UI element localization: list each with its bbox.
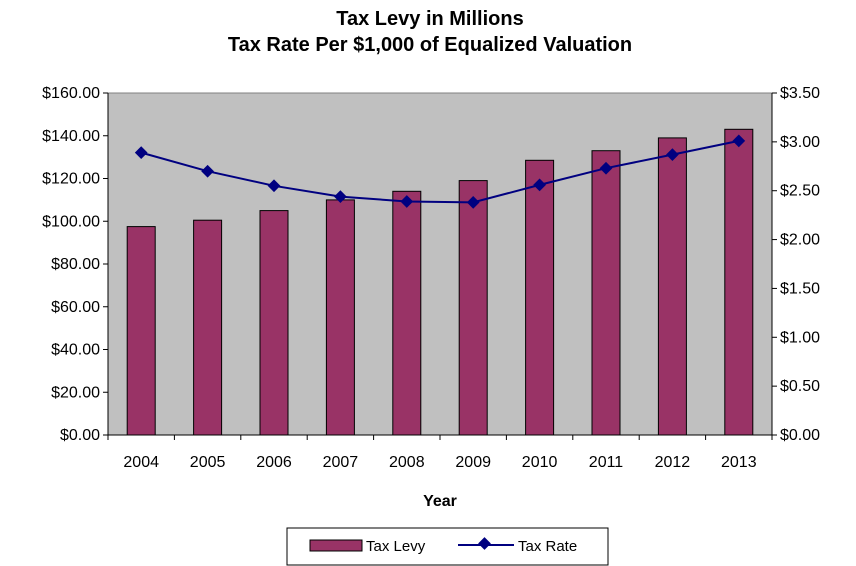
right-tick-label: $0.50 — [780, 378, 820, 395]
x-tick-label: 2004 — [123, 454, 159, 471]
legend-label-tax-levy: Tax Levy — [366, 538, 426, 555]
line-tax-rate — [140, 139, 740, 204]
x-axis-title: Year — [423, 493, 457, 510]
x-tick-label: 2006 — [256, 454, 292, 471]
chart-title-line-2: Tax Rate Per $1,000 of Equalized Valuati… — [228, 34, 632, 56]
left-tick-label: $80.00 — [51, 256, 100, 273]
point-tax-rate-2004 — [134, 146, 148, 159]
x-tick-label: 2012 — [655, 454, 691, 471]
right-axis-ticks: $0.00 $0.50 $1.00 $1.50 $2.00 $2.50 $3.00 $3.50 — [772, 85, 820, 444]
point-tax-rate-2006 — [267, 179, 281, 193]
right-tick-label: $2.00 — [780, 232, 820, 249]
right-tick-label: $1.50 — [780, 280, 820, 297]
right-tick-label: $3.50 — [780, 85, 820, 102]
right-tick-label: $2.50 — [780, 183, 820, 200]
point-tax-rate-2008 — [400, 195, 414, 208]
bar-tax-levy-2007 — [325, 199, 355, 436]
bar-tax-levy-2008 — [392, 190, 422, 436]
bar-tax-levy-2013 — [724, 128, 754, 436]
x-tick-label: 2008 — [389, 454, 425, 471]
bar-tax-levy-2012 — [657, 137, 687, 436]
bar-tax-levy-2006 — [259, 210, 289, 436]
bar-tax-levy-2009 — [458, 180, 488, 436]
bar-tax-levy-2010 — [525, 159, 555, 436]
point-tax-rate-2007 — [334, 190, 347, 203]
bar-tax-levy-2011 — [591, 150, 621, 436]
right-tick-label: $1.00 — [780, 329, 820, 346]
x-tick-label: 2007 — [323, 454, 359, 471]
point-tax-rate-2005 — [201, 164, 214, 178]
x-tick-label: 2013 — [721, 454, 757, 471]
left-tick-label: $40.00 — [51, 342, 100, 359]
left-tick-label: $20.00 — [51, 384, 100, 401]
right-tick-label: $0.00 — [780, 427, 820, 444]
bar-tax-levy-2005 — [193, 219, 223, 436]
x-tick-label: 2009 — [455, 454, 491, 471]
chart-title-line-1: Tax Levy in Millions — [336, 8, 523, 30]
x-tick-label: 2011 — [589, 454, 624, 471]
legend-swatch-tax-levy — [309, 539, 363, 552]
left-tick-label: $100.00 — [42, 213, 100, 230]
x-tick-label: 2010 — [522, 454, 558, 471]
left-tick-label: $120.00 — [42, 171, 100, 188]
left-axis-ticks: $0.00 $20.00 $40.00 $60.00 $80.00 $100.00 $120… — [42, 85, 108, 444]
left-tick-label: $60.00 — [51, 299, 100, 316]
legend: Tax Levy Tax Rate — [286, 527, 609, 566]
right-tick-label: $3.00 — [780, 134, 820, 151]
legend-label-tax-rate: Tax Rate — [518, 538, 577, 555]
left-tick-label: $140.00 — [42, 128, 100, 145]
x-axis-ticks: 2004 2005 2006 2007 2008 2009 2010 2011 2012 2013 — [107, 435, 773, 471]
left-tick-label: $0.00 — [60, 427, 100, 444]
bar-tax-levy-2004 — [126, 226, 156, 436]
left-tick-label: $160.00 — [42, 85, 100, 102]
x-tick-label: 2005 — [190, 454, 226, 471]
point-tax-rate-2009 — [466, 196, 480, 209]
bar-series-tax-levy — [126, 128, 754, 436]
